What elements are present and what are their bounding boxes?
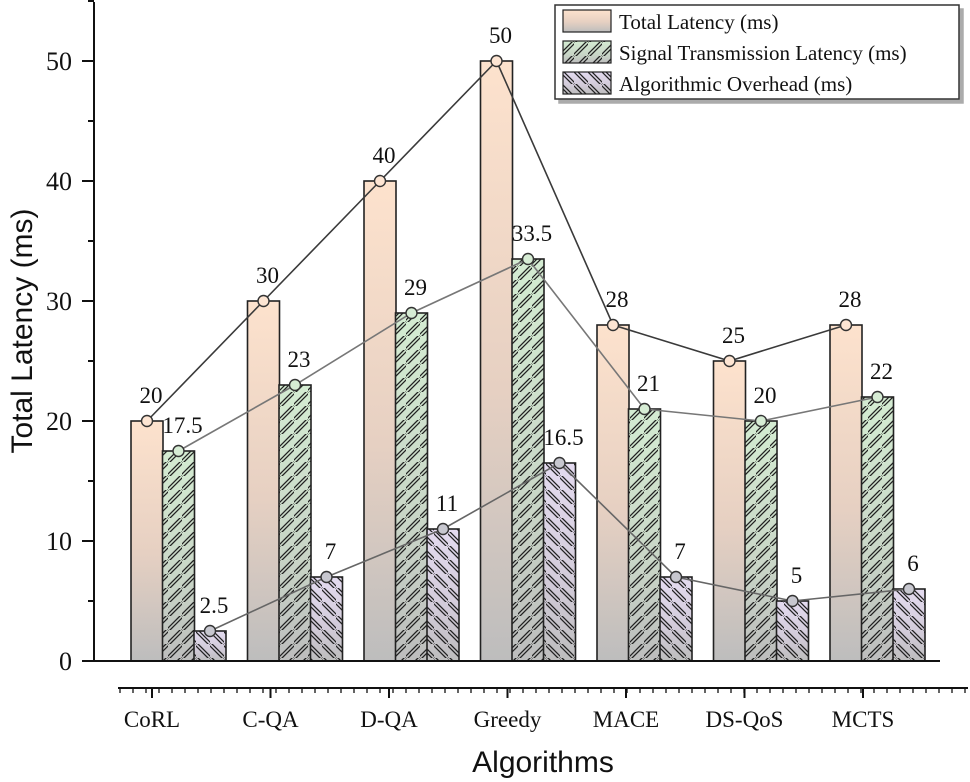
point-total-greedy <box>490 54 503 68</box>
data-label-total-mace: 28 <box>606 287 629 312</box>
point-overhead-greedy <box>553 456 566 470</box>
data-label-signal-greedy: 33.5 <box>512 221 552 246</box>
bar-total-mcts <box>829 324 863 662</box>
data-label-total-d-qa: 40 <box>373 143 396 168</box>
bar-hatch-signal-ds-qos <box>745 421 777 661</box>
bar-hatch-signal-corl <box>162 451 195 661</box>
y-tick-label: 20 <box>46 407 72 436</box>
legend-swatch-total <box>562 9 612 33</box>
y-axis-title: Total Latency (ms) <box>6 208 39 453</box>
point-overhead-mcts <box>902 582 916 596</box>
bar-hatch-overhead-mcts <box>893 589 925 661</box>
point-signal-greedy <box>521 252 535 266</box>
y-tick-label: 30 <box>46 287 72 316</box>
x-tick-label-greedy: Greedy <box>474 707 542 732</box>
bar-hatch-signal-c-qa <box>279 385 311 661</box>
point-overhead-ds-qos <box>786 594 799 608</box>
data-label-overhead-mcts: 6 <box>907 551 919 576</box>
point-signal-ds-qos <box>754 414 768 428</box>
point-total-corl <box>140 414 154 428</box>
point-overhead-d-qa <box>436 522 450 536</box>
bar-hatch-overhead-ds-qos <box>776 601 809 661</box>
bar-total-greedy <box>479 60 514 662</box>
data-label-signal-mcts: 22 <box>870 359 893 384</box>
point-signal-corl <box>172 444 185 458</box>
bar-total-ds-qos <box>712 360 747 662</box>
data-label-signal-c-qa: 23 <box>288 347 311 372</box>
x-tick-label-corl: CoRL <box>124 707 180 732</box>
x-axis-title: Algorithms <box>472 746 614 779</box>
y-tick-label: 10 <box>46 527 72 556</box>
x-tick-label-c-qa: C-QA <box>242 707 299 732</box>
legend-swatch-overhead-hatch <box>563 72 611 94</box>
bar-total-c-qa <box>246 300 281 662</box>
data-label-overhead-greedy: 16.5 <box>543 425 583 450</box>
bar-hatch-signal-greedy <box>512 259 544 661</box>
y-tick-label: 0 <box>59 647 72 676</box>
bar-hatch-overhead-c-qa <box>310 577 343 661</box>
x-tick-label-mcts: MCTS <box>832 707 895 732</box>
point-signal-d-qa <box>405 306 418 320</box>
data-label-overhead-c-qa: 7 <box>325 539 337 564</box>
trend-lines-layer <box>140 54 916 638</box>
legend-swatch-signal-hatch <box>563 41 611 63</box>
legend-label-signal: Signal Transmission Latency (ms) <box>619 41 907 65</box>
y-axis-ticks: 0 10 20 30 40 50 <box>46 0 94 676</box>
data-label-total-corl: 20 <box>140 383 163 408</box>
point-total-ds-qos <box>723 354 736 368</box>
x-tick-label-mace: MACE <box>593 707 659 732</box>
bars-layer <box>130 60 926 662</box>
y-tick-label: 40 <box>46 167 72 196</box>
data-label-signal-d-qa: 29 <box>404 275 427 300</box>
bar-hatch-signal-d-qa <box>395 313 428 661</box>
point-total-c-qa <box>257 294 270 308</box>
x-axis-ticks: CoRL C-QA D-QA Greedy MACE DS-QoS MCTS <box>119 688 966 732</box>
legend-label-total: Total Latency (ms) <box>619 10 778 34</box>
legend: Total Latency (ms) Signal Transmission L… <box>554 4 960 100</box>
point-total-mcts <box>839 318 853 332</box>
data-label-total-greedy: 50 <box>489 23 512 48</box>
data-label-total-ds-qos: 25 <box>722 323 745 348</box>
data-label-total-mcts: 28 <box>839 287 862 312</box>
point-signal-c-qa <box>288 378 302 392</box>
bar-total-mace <box>596 324 630 662</box>
data-labels-layer: 20 30 40 50 28 25 28 17.5 23 29 33.5 21 20 22 2.5 7 11 16… <box>140 23 919 618</box>
data-label-signal-ds-qos: 20 <box>754 383 777 408</box>
x-tick-label-d-qa: D-QA <box>360 707 418 732</box>
data-label-overhead-corl: 2.5 <box>200 593 229 618</box>
point-signal-mcts <box>871 390 884 404</box>
y-tick-label: 50 <box>46 47 72 76</box>
point-total-d-qa <box>373 174 387 188</box>
point-signal-mace <box>638 402 651 416</box>
legend-box <box>554 4 960 100</box>
data-label-overhead-mace: 7 <box>674 539 686 564</box>
bar-hatch-signal-mcts <box>861 397 894 661</box>
data-label-signal-corl: 17.5 <box>162 413 202 438</box>
x-tick-label-ds-qos: DS-QoS <box>706 707 784 732</box>
data-label-signal-mace: 21 <box>637 371 660 396</box>
data-label-overhead-d-qa: 11 <box>436 491 458 516</box>
bar-hatch-overhead-d-qa <box>427 529 459 661</box>
bar-hatch-overhead-mace <box>660 577 692 661</box>
bar-total-corl <box>130 420 164 662</box>
legend-label-overhead: Algorithmic Overhead (ms) <box>619 72 852 96</box>
point-overhead-corl <box>203 624 217 638</box>
bar-hatch-overhead-greedy <box>543 463 576 661</box>
data-label-overhead-ds-qos: 5 <box>791 563 803 588</box>
data-label-total-c-qa: 30 <box>256 263 279 288</box>
point-overhead-c-qa <box>320 570 333 584</box>
point-overhead-mace <box>669 570 683 584</box>
point-total-mace <box>606 318 620 332</box>
bar-total-d-qa <box>363 180 397 662</box>
